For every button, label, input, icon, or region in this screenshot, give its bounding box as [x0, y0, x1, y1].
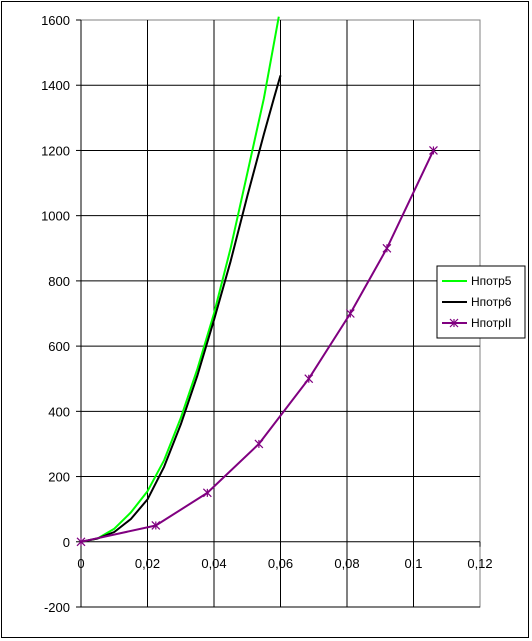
y-tick-label: 1200: [41, 143, 70, 158]
x-tick-label: 0,1: [404, 556, 422, 571]
data-point-marker: [345, 309, 355, 318]
x-tick-label: 0,06: [268, 556, 293, 571]
data-point-marker: [76, 537, 86, 547]
y-tick-label: 1600: [41, 13, 70, 28]
x-tick-label: 0,08: [334, 556, 359, 571]
data-point-marker: [202, 488, 212, 498]
data-point-marker: [304, 374, 314, 384]
y-tick-label: 600: [48, 339, 70, 354]
x-tick-label: 0,12: [467, 556, 492, 571]
y-tick-label: 1400: [41, 78, 70, 93]
legend: Нпотр5 Нпотр6 НпотрII: [436, 265, 526, 339]
series-line-3: [80, 149, 435, 543]
y-tick-labels: -200 0 200 400 600 800 1000 1200 1400 1600: [41, 13, 70, 615]
y-tick-label: 200: [48, 470, 70, 485]
axes: [76, 19, 481, 608]
y-tick-label: -200: [44, 600, 70, 615]
data-point-marker: [449, 318, 459, 328]
legend-label: Нпотр6: [471, 295, 512, 309]
legend-label: НпотрII: [471, 316, 511, 330]
series-markers-3: [76, 146, 438, 547]
x-tick-label: 0: [77, 556, 84, 571]
y-tick-label: 0: [63, 535, 70, 550]
y-tick-label: 1000: [41, 209, 70, 224]
series-line-2: [80, 75, 282, 543]
legend-label: Нпотр5: [471, 274, 512, 288]
x-tick-labels: 0 0,02 0,04 0,06 0,08 0,1 0,12: [77, 556, 492, 571]
x-tick-label: 0,02: [135, 556, 160, 571]
series-group: [76, 16, 438, 547]
data-point-marker: [382, 243, 392, 253]
y-tick-label: 800: [48, 274, 70, 289]
series-line-1: [80, 16, 280, 543]
data-point-marker: [429, 146, 438, 155]
y-tick-label: 400: [48, 404, 70, 419]
x-tick-label: 0,04: [201, 556, 226, 571]
data-point-marker: [254, 439, 264, 449]
data-point-marker: [151, 521, 161, 530]
